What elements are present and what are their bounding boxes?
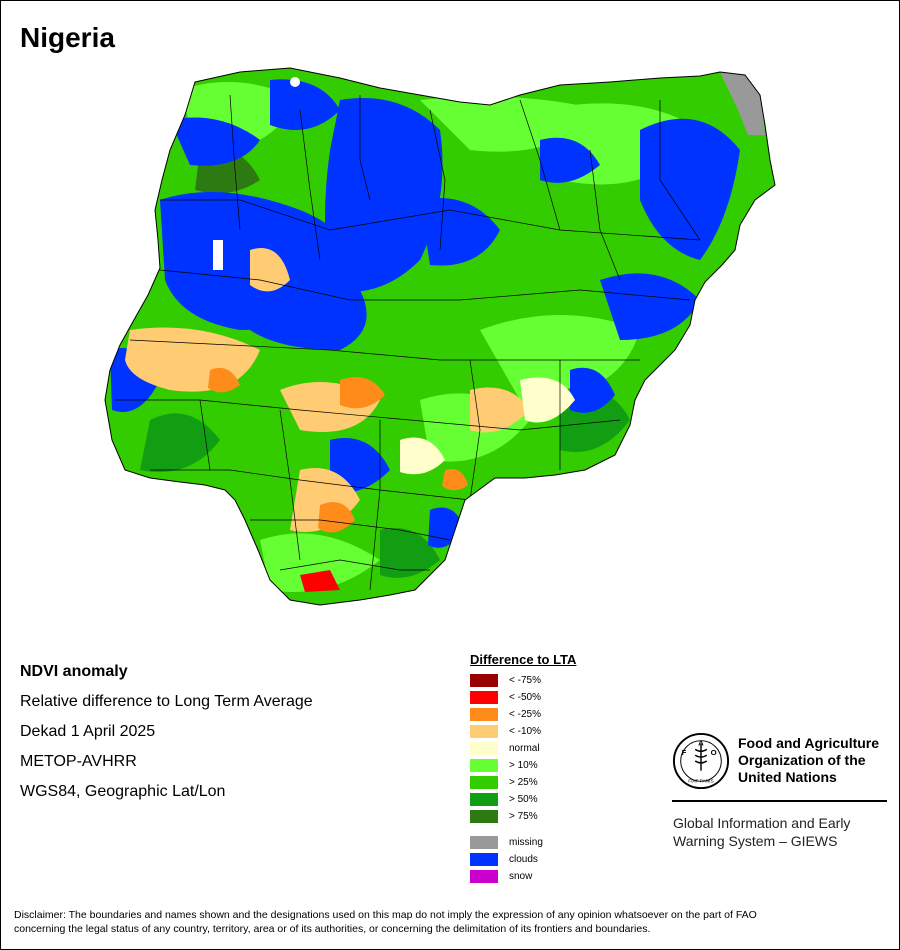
normal-patch [400,437,445,475]
light-green-patch [260,533,380,592]
negative-patch [442,469,468,491]
legend-extra-item-2: snow [470,869,532,883]
below-normal-patch [250,248,290,292]
legend-extra-item-0: missing [470,835,543,849]
legend-swatch [470,724,498,738]
legend-swatch [470,673,498,687]
legend-label: normal [509,742,540,754]
legend-extra-item-1: clouds [470,852,538,866]
legend-item-1: < -50% [470,690,541,704]
cloud-patch [570,367,615,413]
product-description: Relative difference to Long Term Average [20,693,313,710]
logo-divider [672,800,887,802]
svg-text:O: O [711,748,717,757]
legend-swatch [470,741,498,755]
map-legend: Difference to LTA < -75% < -50% < -25% < -1… [470,652,670,911]
cloud-patch [325,98,443,292]
cloud-patch [330,438,390,493]
giews-name: Global Information and Early Warning Sys… [673,814,850,850]
dark-green-patch [140,413,220,472]
product-name: NDVI anomaly [20,663,128,680]
legend-label: > 50% [509,793,538,805]
cloud-patch [270,79,340,130]
legend-swatch [470,835,498,849]
legend-item-5: > 10% [470,758,538,772]
below-normal-patch [470,387,530,433]
negative-patch [318,502,355,533]
legend-label: snow [509,870,533,882]
legend-swatch [470,707,498,721]
legend-label: < -25% [509,708,541,720]
legend-swatch [470,792,498,806]
legend-item-4: normal [470,741,540,755]
giews-line: Warning System – GIEWS [673,833,838,849]
legend-label: < -75% [509,674,541,686]
cloud-patch [540,137,600,183]
negative-patch [208,367,240,393]
cloud-patch [240,280,367,350]
legend-label: < -10% [509,725,541,737]
cloud-patch [170,117,260,166]
svg-text:F: F [682,748,687,757]
legend-swatch [470,852,498,866]
state-boundaries [115,94,701,591]
fao-name-line: Organization of the [738,752,866,768]
country-outline [104,67,776,606]
fao-emblem-icon: F O A FIAT PANIS [672,732,730,790]
disclaimer: Disclaimer: The boundaries and names sho… [14,908,884,936]
giews-line: Global Information and Early [673,815,851,831]
legend-title: Difference to LTA [470,652,577,667]
dark-green-patch [380,528,440,578]
cloud-patch [600,273,700,340]
legend-item-3: < -10% [470,724,541,738]
disclaimer-line: Disclaimer: The boundaries and names sho… [14,909,757,921]
legend-label: > 75% [509,810,538,822]
legend-item-0: < -75% [470,673,541,687]
legend-label: clouds [509,853,538,865]
projection-info: WGS84, Geographic Lat/Lon [20,783,226,800]
legend-label: < -50% [509,691,541,703]
legend-item-8: > 75% [470,809,538,823]
water-body [213,240,223,270]
legend-item-2: < -25% [470,707,541,721]
anomaly-raster [105,68,775,605]
disclaimer-line: concerning the legal status of any count… [14,923,651,935]
legend-swatch [470,775,498,789]
normal-patch [520,377,575,423]
ndvi-anomaly-map [104,67,776,606]
legend-item-6: > 25% [470,775,538,789]
strong-negative-patch [300,570,340,592]
legend-swatch [470,758,498,772]
map-title: Nigeria [20,22,115,53]
legend-label: > 10% [509,759,538,771]
water-body [290,77,300,87]
fao-name-line: Food and Agriculture [738,735,880,751]
negative-patch [340,377,385,409]
legend-swatch [470,809,498,823]
legend-item-7: > 50% [470,792,538,806]
fao-motto: FIAT PANIS [688,778,714,784]
legend-label: > 25% [509,776,538,788]
legend-swatch [470,690,498,704]
fao-name-line: United Nations [738,769,837,785]
cloud-patch [640,118,740,260]
svg-text:A: A [698,739,704,748]
map-info-block: NDVI anomaly Relative difference to Long… [20,657,313,807]
sensor-name: METOP-AVHRR [20,753,137,770]
product-period: Dekad 1 April 2025 [20,723,156,740]
legend-label: missing [509,836,543,848]
fao-organization-name: Food and Agriculture Organization of the… [738,735,879,786]
legend-swatch [470,869,498,883]
missing-data-patch [720,72,765,135]
